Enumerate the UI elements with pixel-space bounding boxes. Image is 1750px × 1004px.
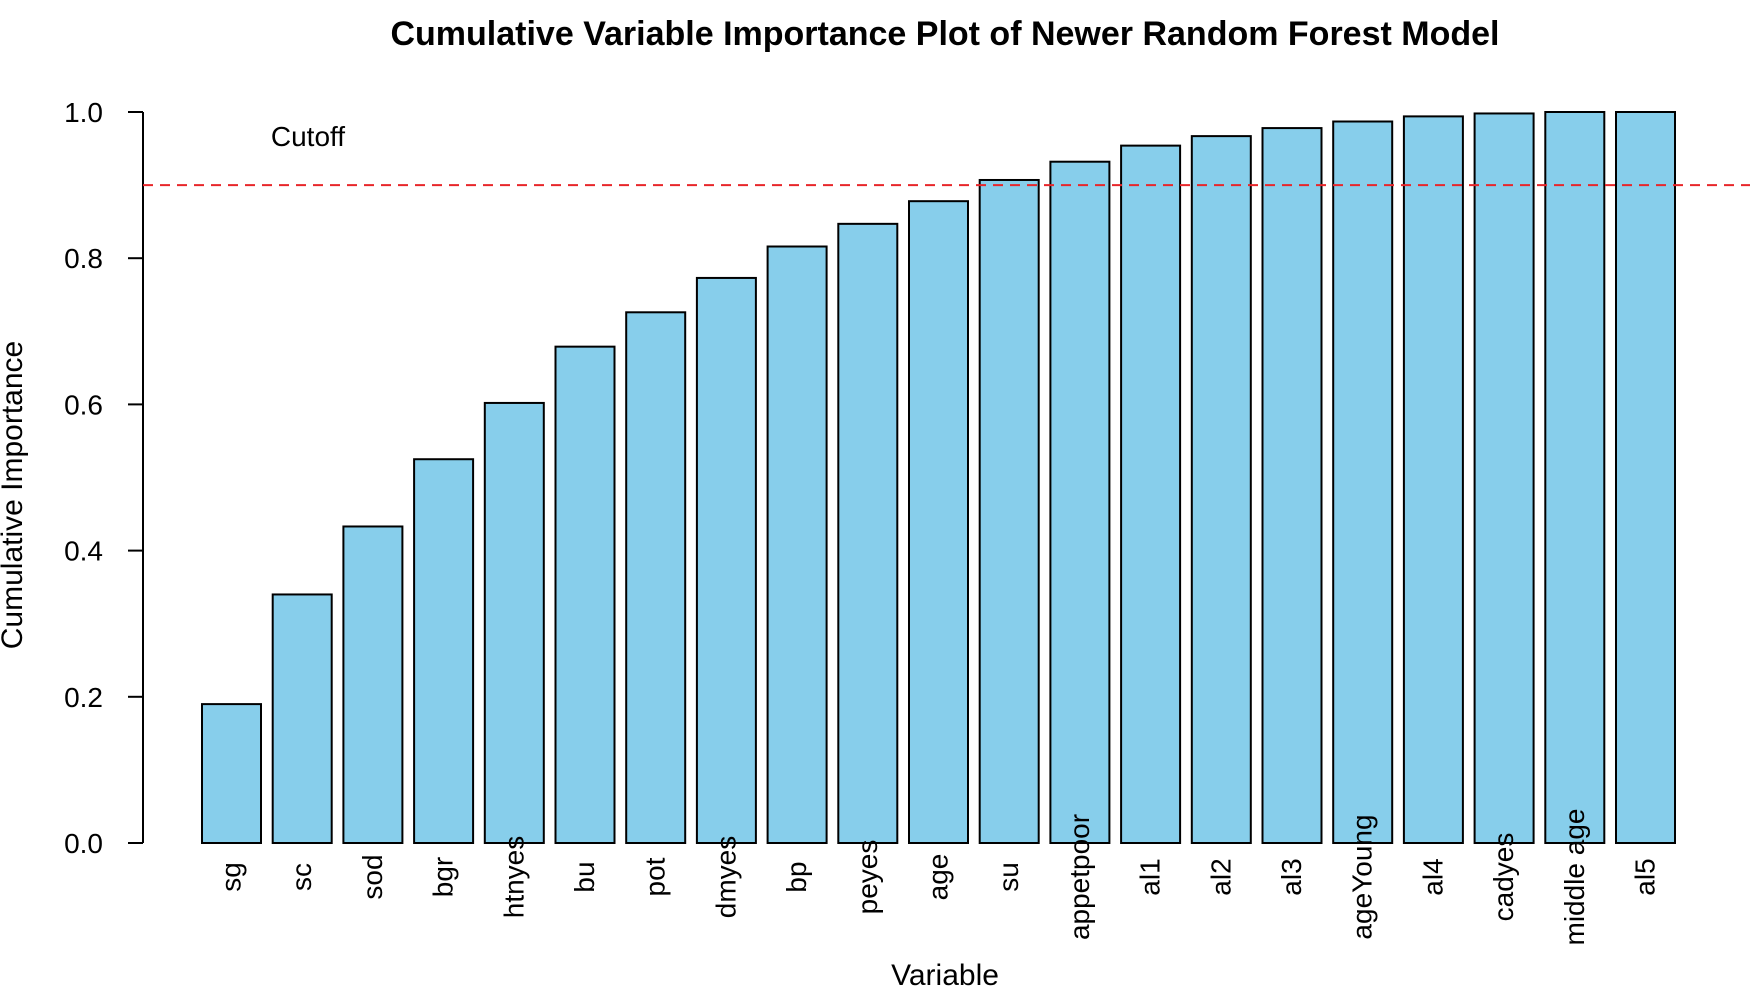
- x-tick-label: su: [993, 862, 1024, 892]
- cutoff-label: Cutoff: [271, 121, 345, 152]
- bar: [413, 458, 475, 844]
- x-tick-label: appetpoor: [1064, 814, 1095, 940]
- bar: [1473, 112, 1535, 845]
- x-tick-label: age: [923, 854, 954, 901]
- chart-title: Cumulative Variable Importance Plot of N…: [390, 15, 1499, 53]
- bar: [1402, 115, 1464, 845]
- x-tick-label: bu: [569, 861, 600, 892]
- bar: [483, 401, 545, 844]
- bar: [342, 525, 404, 844]
- x-tick-label: al1: [1135, 858, 1166, 895]
- bar: [625, 311, 687, 844]
- y-tick-label: 0.8: [64, 243, 103, 274]
- y-tick-label: 0.2: [64, 682, 103, 713]
- x-tick-label: peyes: [852, 840, 883, 915]
- x-tick-label: bgr: [428, 857, 459, 897]
- x-tick-label: sod: [357, 854, 388, 899]
- x-axis-label: Variable: [891, 959, 999, 992]
- x-tick-label: sg: [216, 862, 247, 892]
- x-tick-label: bp: [781, 861, 812, 892]
- x-tick-label: al5: [1630, 858, 1661, 895]
- x-tick-label: dmyes: [710, 836, 741, 918]
- y-axis-label: Cumulative Importance: [0, 341, 29, 649]
- x-tick-label: cadyes: [1488, 833, 1519, 922]
- bar: [766, 245, 828, 844]
- x-tick-labels: sg sc sod bgr htnyes bu pot dmyes bp peyes age su ap…: [216, 809, 1661, 946]
- bars-group: [201, 111, 1676, 845]
- y-tick-label: 0.4: [64, 536, 103, 567]
- bar: [1544, 111, 1606, 844]
- x-tick-label: sc: [286, 863, 317, 891]
- y-axis: 0.0 0.2 0.4 0.6 0.8 1.0: [64, 97, 144, 859]
- x-tick-label: al3: [1276, 858, 1307, 895]
- bar: [1332, 120, 1394, 845]
- x-tick-label: middle age: [1559, 809, 1590, 946]
- y-tick-label: 0.0: [64, 828, 103, 859]
- y-tick-label: 0.6: [64, 389, 103, 420]
- bar: [1261, 127, 1323, 845]
- bar: [908, 200, 969, 844]
- bar: [201, 703, 262, 844]
- x-tick-label: al2: [1205, 858, 1236, 895]
- bar: [554, 345, 616, 844]
- bar: [1190, 135, 1252, 845]
- bar: [837, 222, 899, 844]
- x-tick-label: al4: [1417, 858, 1448, 895]
- bar: [271, 593, 333, 845]
- bar: [1049, 160, 1111, 844]
- bar: [695, 276, 757, 844]
- bar: [1120, 144, 1182, 845]
- bar: [978, 178, 1040, 845]
- x-tick-label: ageYoung: [1347, 814, 1378, 939]
- y-tick-label: 1.0: [64, 97, 103, 128]
- bar: [1615, 111, 1676, 844]
- x-tick-label: htnyes: [498, 836, 529, 919]
- x-tick-label: pot: [640, 857, 671, 896]
